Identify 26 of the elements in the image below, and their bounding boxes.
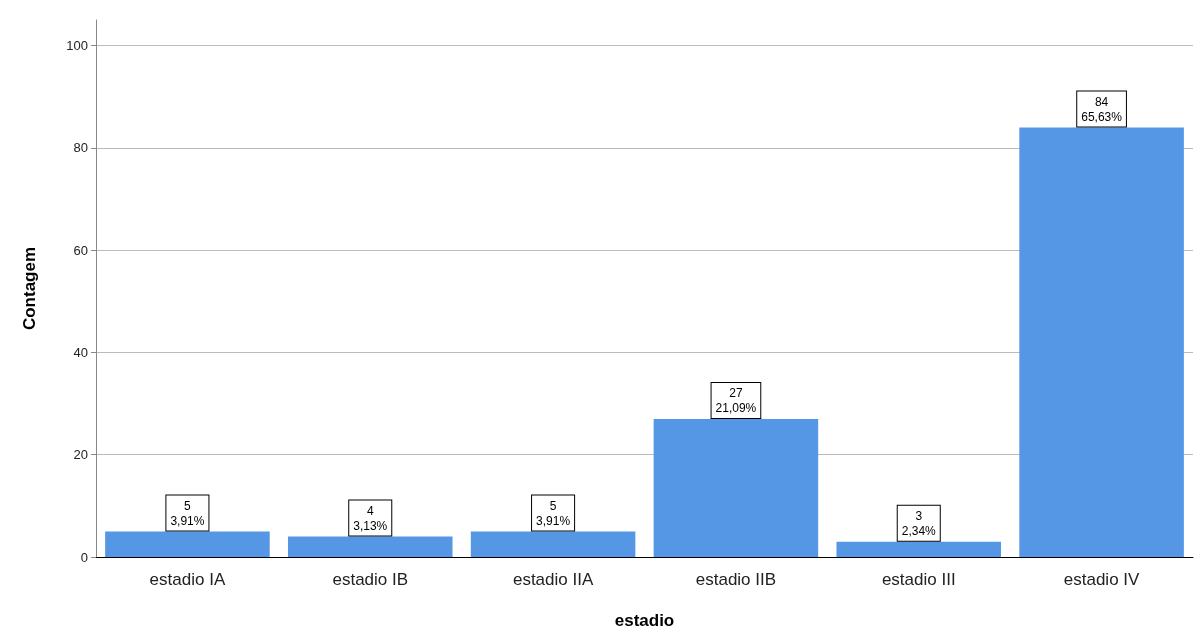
data-label: 5 3,91%: [536, 498, 571, 528]
y-tick-label: 80: [73, 140, 88, 156]
y-tick-label: 40: [73, 344, 88, 360]
y-tick-label: 0: [80, 549, 88, 565]
x-axis-title: estadio: [614, 611, 675, 630]
bar: [470, 531, 636, 557]
x-tick-label: estadio IB: [332, 570, 409, 589]
y-tick-label: 20: [73, 447, 88, 463]
bar: [653, 418, 819, 557]
x-tick-label: estadio III: [881, 570, 956, 589]
bar: [836, 541, 1002, 557]
bar: [105, 531, 270, 557]
data-label: 27 21,09%: [715, 386, 757, 416]
x-tick-label: estadio IIB: [695, 570, 777, 589]
x-tick-label: estadio IV: [1063, 570, 1141, 589]
data-label: 84 65,63%: [1081, 94, 1123, 124]
data-label: 4 3,13%: [353, 504, 388, 534]
x-tick-label: estadio IA: [149, 570, 226, 589]
data-label: 3 2,34%: [901, 509, 937, 539]
x-tick-label: estadio IIA: [512, 570, 594, 589]
y-tick-label: 100: [66, 38, 88, 54]
y-axis-title: Contagem: [20, 246, 39, 331]
bar: [287, 536, 453, 557]
y-tick-label: 60: [73, 242, 88, 258]
bar: [1019, 127, 1184, 557]
data-label: 5 3,91%: [170, 498, 205, 528]
